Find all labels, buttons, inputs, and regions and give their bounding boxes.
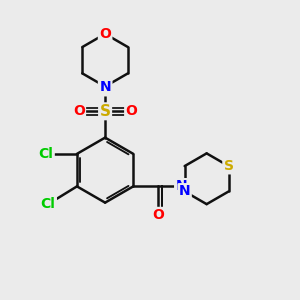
Text: N: N [176,179,187,194]
Text: Cl: Cl [41,197,56,211]
Text: S: S [100,104,111,119]
Text: O: O [152,208,164,222]
Text: N: N [99,81,111,95]
Text: N: N [99,80,111,94]
Text: S: S [224,159,234,173]
Text: Cl: Cl [39,147,53,161]
Text: O: O [125,104,137,118]
Text: O: O [73,104,85,118]
Text: N: N [179,184,190,199]
Text: O: O [99,27,111,41]
